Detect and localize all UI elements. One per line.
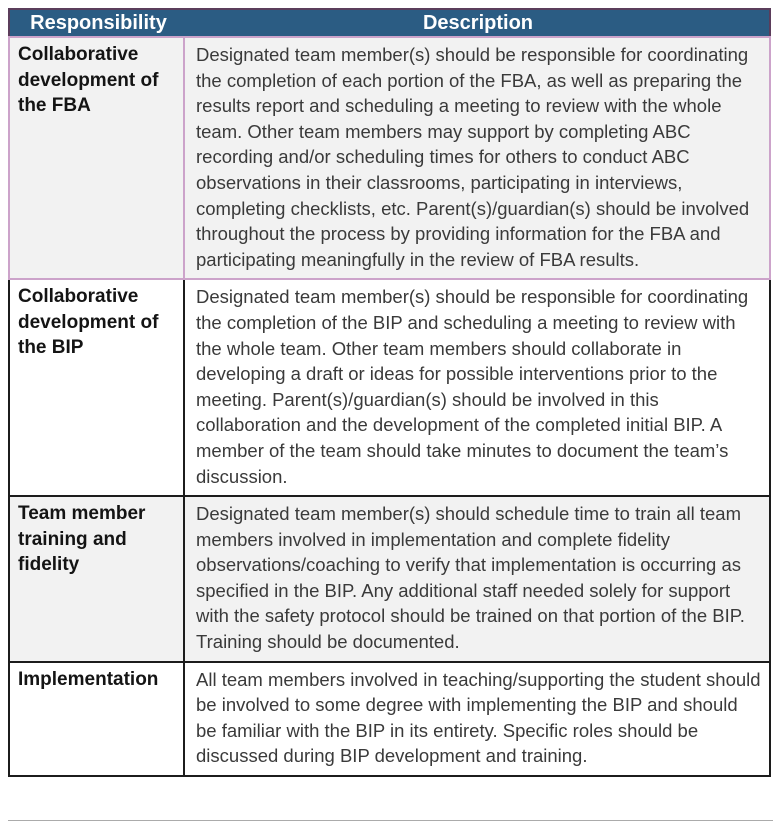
description-cell-training: Designated team member(s) should schedul… (196, 503, 755, 653)
responsibility-description-table: Responsibility Description Collaborative… (8, 8, 771, 778)
table-row-implementation: Implementation All team members involved… (8, 662, 771, 778)
table-row-training: Team member training and fidelity Design… (8, 497, 771, 663)
responsibility-cell-bip: Collaborative development of the BIP (10, 280, 185, 496)
header-cell-description: Description (187, 10, 769, 36)
header-cell-responsibility: Responsibility (10, 10, 187, 36)
table-row-bip: Collaborative development of the BIP Des… (8, 280, 771, 498)
responsibility-cell-fba: Collaborative development of the FBA (10, 38, 185, 279)
table-header-row: Responsibility Description (8, 8, 771, 36)
responsibility-cell-implementation: Implementation (10, 662, 185, 776)
responsibility-cell-training: Team member training and fidelity (10, 497, 185, 661)
description-cell-bip: Designated team member(s) should be resp… (196, 286, 754, 487)
header-label-description: Description (422, 12, 534, 34)
table-row-fba: Collaborative development of the FBA Des… (8, 36, 771, 281)
description-cell-implementation: All team members involved in teaching/su… (196, 668, 766, 767)
page-divider-line (8, 820, 773, 821)
header-label-responsibility: Responsibility (30, 12, 167, 34)
description-cell-fba: Designated team member(s) should be resp… (196, 44, 755, 270)
